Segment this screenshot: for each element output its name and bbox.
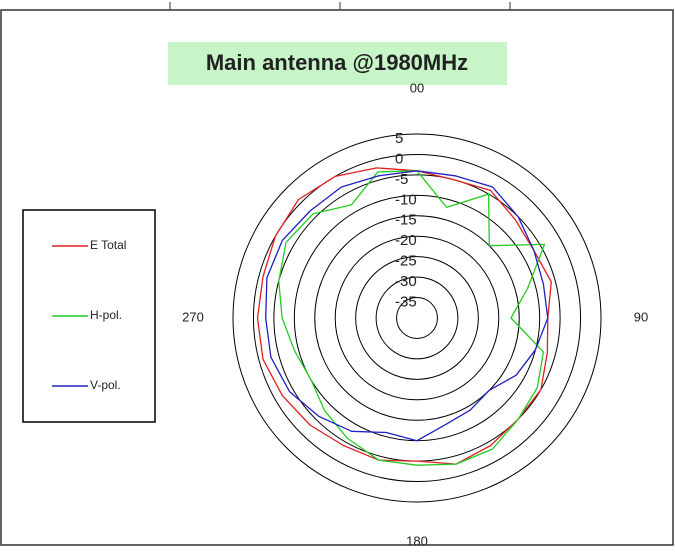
r-tick-label: -35 [395,294,417,311]
ring [375,276,459,360]
r-tick-label: -20 [395,232,417,249]
r-tick-label: 0 [395,150,403,167]
legend-box [22,209,156,423]
r-tick-label: 5 [395,130,403,147]
theta-tick-label: 180 [406,533,428,547]
series-line [265,170,549,442]
theta-tick-label: 270 [182,309,204,324]
ring [252,153,582,483]
theta-tick-label: 90 [634,309,648,324]
chart-title: Main antenna @1980MHz [206,50,468,75]
ring [334,235,500,401]
ring [232,133,602,503]
ring [314,215,520,421]
title-background [168,42,507,85]
r-tick-label: -10 [395,191,417,208]
r-tick-label: -5 [395,171,408,188]
r-tick-label: -25 [395,253,417,270]
ring [396,297,438,339]
r-tick-label: -15 [395,212,417,229]
r-tick-label: -30 [395,273,417,290]
legend-label: V-pol. [90,378,121,392]
theta-tick-label: 00 [410,80,424,95]
legend-label: H-pol. [90,308,122,322]
ring [355,256,479,380]
series-line [278,170,546,466]
legend-label: E Total [90,238,126,252]
